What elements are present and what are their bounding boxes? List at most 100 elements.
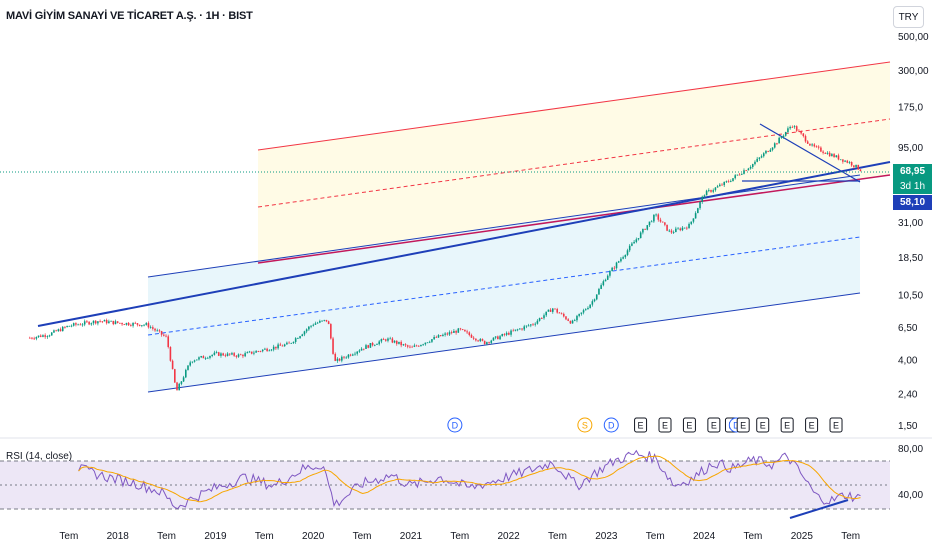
candle-body [367, 345, 369, 348]
candle-body [312, 324, 315, 326]
event-marker[interactable] [829, 417, 843, 433]
event-marker[interactable] [805, 417, 819, 433]
event-marker[interactable] [756, 417, 770, 433]
event-marker[interactable] [780, 417, 794, 433]
candle-body [110, 320, 112, 322]
candle-body [833, 154, 835, 158]
candle-body [145, 323, 148, 325]
candle-body [703, 195, 706, 197]
candle-body [211, 354, 213, 356]
candle-body [749, 166, 752, 169]
event-marker[interactable] [447, 417, 463, 433]
candle-body [468, 332, 471, 336]
candle-body [466, 331, 468, 333]
candle-body [290, 342, 293, 344]
candle-body [28, 337, 31, 339]
candle-body [549, 309, 552, 312]
candle-body [767, 150, 769, 152]
candle-body [200, 356, 202, 358]
candle-body [664, 222, 666, 225]
event-marker[interactable] [577, 417, 593, 433]
event-marker-label: E [686, 421, 692, 431]
event-marker[interactable] [603, 417, 619, 433]
candle-body [479, 339, 482, 342]
candle-body [591, 301, 594, 305]
candle-body [393, 340, 396, 343]
candle-body [714, 187, 717, 191]
candle-body [301, 334, 304, 337]
time-axis[interactable]: Tem 2018 Tem 2019 Tem 2020 Tem 2021 Tem 2022 Tem 20… [59, 531, 860, 542]
candle-body [417, 345, 420, 347]
candle-body [327, 321, 330, 325]
candle-body [376, 344, 378, 345]
candle-body [490, 340, 493, 343]
candle-body [178, 383, 181, 391]
time-tick-label: 2020 [302, 531, 325, 542]
candle-body [615, 262, 618, 269]
candle-body [382, 339, 385, 340]
candle-body [259, 351, 262, 352]
event-marker-label: E [760, 421, 766, 431]
time-tick-label: 2019 [204, 531, 227, 542]
event-marker[interactable] [682, 417, 696, 433]
candle-body [798, 130, 800, 132]
candle-body [437, 335, 440, 338]
event-marker[interactable] [634, 417, 648, 433]
candle-body [297, 338, 299, 339]
candle-body [191, 361, 194, 363]
candle-body [562, 313, 565, 317]
candle-body [505, 332, 508, 335]
candle-body [705, 190, 708, 196]
candle-body [299, 336, 301, 339]
candle-body [371, 343, 374, 346]
candle-body [59, 329, 62, 332]
candle-body [734, 175, 736, 179]
candle-body [343, 356, 345, 358]
event-marker-label: E [809, 421, 815, 431]
candle-body [125, 322, 128, 325]
candle-body [624, 254, 627, 258]
candle-body [272, 346, 275, 350]
price-axis[interactable]: 500,00 300,00 175,0 95,00 31,00 18,50 10,50 6,5… [898, 32, 929, 432]
candle-body [782, 135, 785, 138]
candle-body [61, 326, 64, 332]
event-marker-label: S [582, 421, 588, 431]
candle-body [215, 352, 218, 354]
candle-body [158, 330, 161, 332]
candle-body [631, 243, 633, 246]
candle-body [138, 324, 141, 326]
candle-body [646, 225, 649, 230]
candle-body [580, 312, 583, 314]
candle-body [503, 334, 506, 335]
event-marker[interactable] [707, 417, 721, 433]
candle-body [492, 337, 495, 341]
candle-body [464, 329, 466, 332]
rsi-tick-label: 80,00 [898, 444, 923, 455]
candle-body [780, 137, 783, 138]
price-tick-label: 6,50 [898, 323, 918, 334]
candle-body [46, 336, 49, 337]
candle-body [257, 351, 260, 352]
candle-body [723, 181, 726, 186]
time-tick-label: 2023 [595, 531, 618, 542]
candle-body [387, 338, 389, 341]
time-tick-label: Tem [157, 531, 176, 542]
candle-body [444, 333, 446, 335]
candle-body [659, 219, 662, 222]
event-marker[interactable] [736, 417, 750, 433]
candle-body [253, 352, 255, 354]
candle-body [341, 356, 343, 361]
currency-button[interactable]: TRY [893, 6, 924, 28]
candle-body [628, 245, 631, 251]
candle-body [822, 151, 824, 153]
candle-body [758, 157, 761, 159]
candle-body [831, 154, 833, 157]
candle-body [189, 362, 191, 366]
candle-body [424, 342, 427, 345]
candle-body [246, 352, 249, 354]
candle-body [116, 321, 119, 323]
event-marker[interactable] [658, 417, 672, 433]
candle-body [141, 325, 143, 327]
candle-body [765, 150, 767, 154]
